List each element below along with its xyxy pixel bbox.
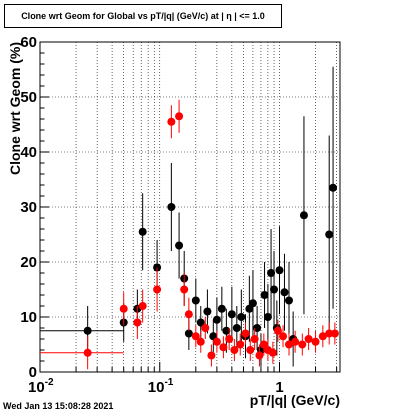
data-point xyxy=(133,318,142,327)
data-point xyxy=(232,324,241,332)
data-point xyxy=(279,332,288,341)
data-point xyxy=(273,326,282,335)
data-point xyxy=(196,318,205,327)
data-point xyxy=(180,285,189,294)
data-point xyxy=(270,285,279,294)
data-point xyxy=(260,291,269,299)
y-axis-label: Clone wrt Geom (%) xyxy=(7,42,23,175)
data-point xyxy=(175,112,184,121)
data-point xyxy=(119,304,128,313)
data-point xyxy=(248,299,257,308)
data-point xyxy=(268,348,277,357)
data-point xyxy=(83,326,92,335)
chart-grid xyxy=(39,42,340,372)
chart-series xyxy=(40,66,339,370)
data-point xyxy=(167,203,176,211)
data-point xyxy=(275,266,284,275)
y-tick-label: 50 xyxy=(20,89,37,106)
y-tick-label: 40 xyxy=(20,144,37,161)
data-point xyxy=(259,340,268,349)
x-tick-label: 10-2 xyxy=(28,377,54,396)
data-point xyxy=(203,307,212,316)
x-axis-label: pT/|q| (GeV/c) xyxy=(250,392,340,408)
x-tick-label: 1 xyxy=(275,379,283,396)
data-point xyxy=(83,348,92,357)
data-point xyxy=(325,329,334,338)
data-point xyxy=(291,337,300,346)
data-point xyxy=(304,335,313,343)
data-point xyxy=(237,313,246,321)
chart-title: Clone wrt Geom for Global vs pT/|q| (GeV… xyxy=(4,4,282,28)
data-point xyxy=(191,296,200,305)
data-point xyxy=(311,337,320,346)
data-point xyxy=(280,288,289,297)
data-point xyxy=(255,351,264,360)
data-point xyxy=(207,351,216,360)
data-point xyxy=(196,337,205,346)
y-tick-label: 0 xyxy=(29,364,37,381)
data-point xyxy=(217,304,226,313)
data-point xyxy=(212,315,221,324)
data-point xyxy=(230,346,239,354)
data-point xyxy=(250,335,259,343)
data-point xyxy=(225,335,234,343)
axis-ticks xyxy=(39,41,338,373)
data-point xyxy=(222,326,231,335)
data-point xyxy=(153,285,162,294)
axis-tick-labels: 0 10 20 30 40 50 60 10-2 10-1 1 xyxy=(20,34,283,396)
data-point xyxy=(236,340,245,349)
data-point xyxy=(325,230,334,239)
data-point xyxy=(263,313,272,321)
y-tick-label: 30 xyxy=(20,199,37,216)
data-point xyxy=(227,310,236,319)
data-point xyxy=(298,340,307,349)
data-point xyxy=(175,241,184,250)
timestamp: Wed Jan 13 15:08:28 2021 xyxy=(3,401,114,411)
data-point xyxy=(191,332,200,341)
data-point xyxy=(167,117,176,126)
data-point xyxy=(246,346,255,354)
y-tick-label: 10 xyxy=(20,309,37,326)
x-tick-label: 10-1 xyxy=(148,377,174,396)
data-point xyxy=(267,269,276,277)
series-1 xyxy=(40,99,339,370)
y-tick-label: 60 xyxy=(20,34,37,51)
data-point xyxy=(212,337,221,346)
data-point xyxy=(184,329,193,338)
data-point xyxy=(299,211,308,220)
data-point xyxy=(284,340,293,349)
data-point xyxy=(184,310,193,319)
y-tick-label: 20 xyxy=(20,254,37,271)
data-point xyxy=(330,329,339,338)
data-point xyxy=(201,324,210,332)
data-point xyxy=(284,296,293,305)
data-point xyxy=(241,329,250,338)
data-point xyxy=(329,183,338,192)
data-point xyxy=(138,227,147,236)
data-point xyxy=(138,302,147,310)
data-point xyxy=(318,332,327,341)
data-point xyxy=(219,343,228,352)
